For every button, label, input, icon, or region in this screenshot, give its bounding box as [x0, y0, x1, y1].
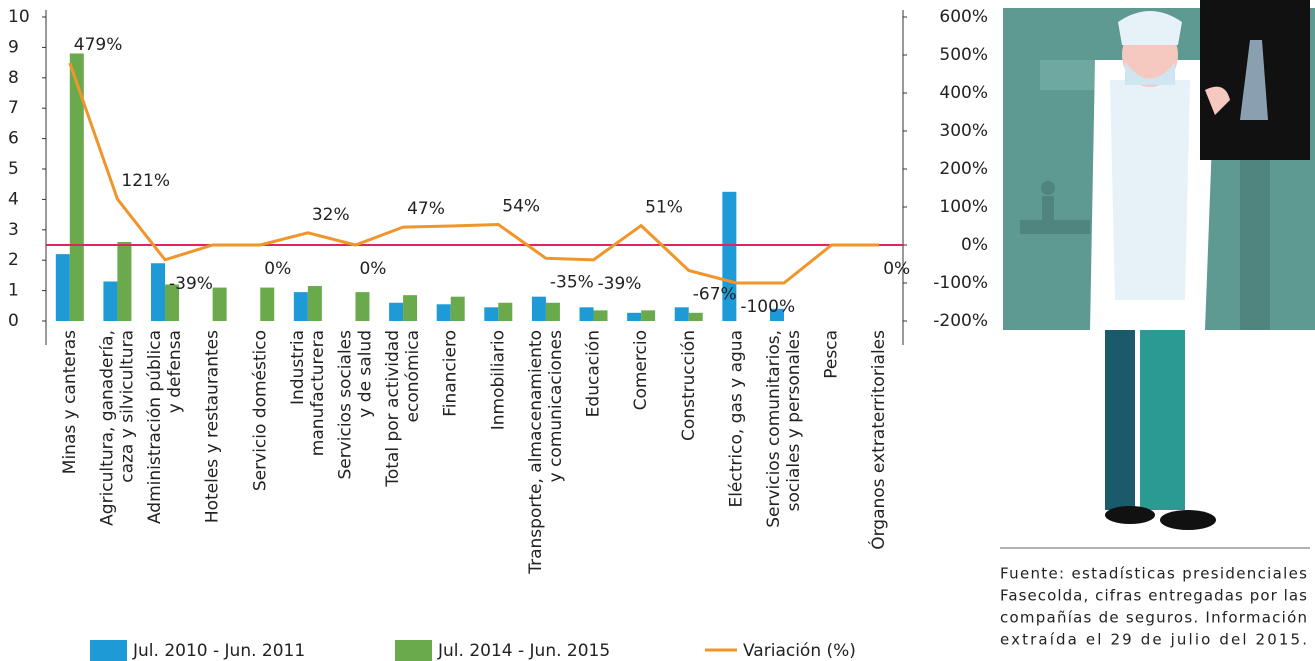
bar: [437, 304, 451, 321]
value-label: 0%: [359, 259, 386, 279]
value-label: -35%: [550, 272, 594, 292]
x-tick-label: Inmobiliario: [488, 330, 508, 430]
bar: [308, 286, 322, 321]
bar: [355, 292, 369, 321]
x-tick-label: Eléctrico, gas y agua: [726, 330, 746, 508]
x-tick-label: y comunicaciones: [546, 330, 566, 483]
bar: [117, 242, 131, 321]
y-tick-label: 7: [8, 98, 19, 118]
bar: [56, 254, 70, 321]
x-tick-label: Transporte, almacenamiento: [526, 330, 546, 575]
x-tick-label: caza y silvicultura: [117, 330, 137, 483]
x-tick-label: Hoteles y restaurantes: [203, 330, 223, 523]
value-label: -39%: [169, 274, 213, 294]
y2-tick-label: 500%: [939, 45, 988, 65]
x-tick-label: Financiero: [441, 330, 461, 417]
bar: [451, 297, 465, 321]
x-tick-label: sociales y personales: [784, 330, 804, 512]
y-tick-label: 2: [8, 250, 19, 270]
value-label: 479%: [74, 35, 123, 55]
bar: [403, 295, 417, 321]
y2-tick-label: 600%: [939, 7, 988, 27]
bar: [580, 307, 594, 321]
note: Fasecolda, cifras entregadas por las: [1000, 587, 1307, 605]
y-tick-label: 5: [8, 159, 19, 179]
bar: [484, 307, 498, 321]
x-tick-label: Comercio: [631, 330, 651, 410]
x-tick-label: Minas y canteras: [60, 330, 80, 474]
x-tick-label: Educación: [584, 330, 604, 417]
y-tick-label: 4: [8, 189, 19, 209]
y2-tick-label: 100%: [939, 197, 988, 217]
x-tick-label: Total por actividad: [383, 330, 403, 488]
value-label: 121%: [121, 171, 170, 191]
y2-tick-label: 300%: [939, 121, 988, 141]
y-tick-label: 10: [8, 7, 30, 27]
legend-label: Jul. 2014 - Jun. 2015: [437, 641, 610, 661]
value-label: -100%: [740, 297, 795, 317]
y2-tick-label: -100%: [933, 273, 988, 293]
note: extraída el 29 de julio del 2015.: [1000, 631, 1307, 649]
value-label: 0%: [883, 259, 910, 279]
x-tick-label: Agricultura, ganadería,: [97, 330, 117, 526]
bar: [594, 310, 608, 321]
value-label: 54%: [502, 196, 540, 216]
value-label: 47%: [407, 199, 445, 219]
value-label: 51%: [645, 198, 683, 218]
value-label: -67%: [693, 284, 737, 304]
bar: [532, 297, 546, 321]
note: Fuente: estadísticas presidenciales: [1000, 565, 1307, 583]
x-tick-label: manufacturera: [308, 330, 328, 456]
y-tick-label: 6: [8, 129, 19, 149]
y-tick-label: 3: [8, 220, 19, 240]
note: compañías de seguros. Información: [1000, 609, 1307, 627]
x-tick-label: Construcción: [679, 330, 699, 441]
bar: [294, 292, 308, 321]
bar: [260, 288, 274, 321]
y-tick-label: 9: [8, 37, 19, 57]
bar: [641, 310, 655, 321]
value-label: -39%: [598, 274, 642, 294]
y2-tick-label: 200%: [939, 159, 988, 179]
value-label: 32%: [312, 205, 350, 225]
bar: [103, 281, 117, 321]
x-tick-label: Pesca: [822, 330, 842, 379]
illustration: [1003, 0, 1315, 530]
bar: [546, 303, 560, 321]
bar: [675, 307, 689, 321]
bar: [151, 263, 165, 321]
legend-swatch: [395, 640, 432, 661]
y-tick-label: 0: [8, 311, 19, 331]
bar: [689, 313, 703, 321]
bar: [213, 288, 227, 321]
x-tick-label: económica: [403, 330, 423, 422]
line: [70, 63, 879, 283]
legend-label: Jul. 2010 - Jun. 2011: [132, 641, 305, 661]
x-tick-label: Servicio doméstico: [250, 330, 270, 491]
y-tick-label: 8: [8, 68, 19, 88]
legend-label: Variación (%): [743, 641, 856, 661]
x-tick-label: Servicios comunitarios,: [764, 330, 784, 528]
x-tick-label: y defensa: [165, 330, 185, 413]
y2-tick-label: 400%: [939, 83, 988, 103]
y2-tick-label: -200%: [933, 311, 988, 331]
bar: [498, 303, 512, 321]
bar: [627, 313, 641, 321]
x-tick-label: Industria: [288, 330, 308, 405]
legend-swatch: [90, 640, 127, 661]
bar: [389, 303, 403, 321]
x-tick-label: Administración pública: [145, 330, 165, 524]
x-tick-label: y de salud: [355, 330, 375, 418]
x-tick-label: Servicios sociales: [335, 330, 355, 480]
y-tick-label: 1: [8, 281, 19, 301]
value-label: 0%: [264, 259, 291, 279]
y2-tick-label: 0%: [961, 235, 988, 255]
x-tick-label: Órganos extraterritoriales: [867, 330, 889, 550]
